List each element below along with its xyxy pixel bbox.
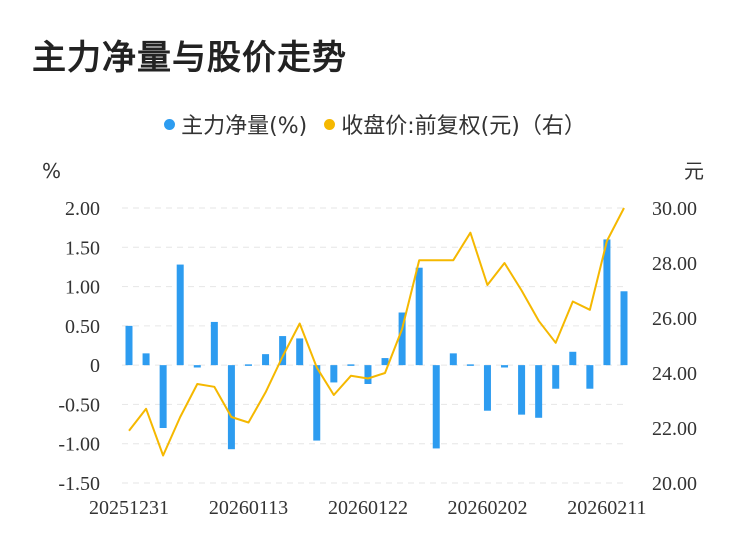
x-tick-label: 20260211 — [567, 497, 646, 519]
left-tick-label: 1.50 — [65, 237, 100, 259]
net-flow-bar — [313, 365, 321, 441]
net-flow-bar — [483, 365, 491, 411]
net-flow-bar — [466, 364, 474, 366]
net-flow-bar — [296, 338, 304, 366]
net-flow-bar — [364, 365, 372, 384]
legend-label-close-price: 收盘价:前复权(元)（右） — [341, 114, 586, 139]
net-flow-bar — [449, 353, 457, 366]
right-axis-unit: 元 — [684, 159, 704, 183]
net-flow-bar — [381, 358, 389, 366]
left-tick-label: 0.50 — [65, 316, 100, 338]
net-flow-bar — [125, 325, 133, 366]
axis-labels: 2.00 1.50 1.00 0.50 0 -0.50 -1.00 -1.50 30.00 28.… — [42, 159, 704, 519]
x-tick-label: 20260113 — [209, 497, 288, 519]
net-flow-bar — [518, 365, 526, 415]
net-flow-bar — [398, 312, 406, 366]
legend-item-close-price[interactable]: 收盘价:前复权(元)（右） — [324, 108, 586, 140]
net-flow-bar — [552, 365, 560, 389]
net-flow-bar — [347, 364, 355, 366]
left-tick-label: 0 — [90, 355, 100, 377]
net-flow-bar — [569, 351, 577, 366]
left-axis-unit: % — [42, 159, 61, 183]
left-tick-label: 2.00 — [65, 198, 100, 220]
net-flow-bar — [193, 365, 201, 368]
net-flow-bar — [244, 364, 252, 366]
left-tick-label: -1.50 — [58, 473, 100, 495]
right-tick-label: 24.00 — [652, 363, 697, 385]
net-flow-bar — [603, 239, 611, 366]
net-flow-bar — [620, 291, 628, 366]
bar-series — [125, 239, 628, 450]
legend-dot-blue — [164, 118, 176, 130]
grid-lines — [122, 207, 628, 484]
net-flow-bar — [176, 264, 184, 366]
net-flow-bar — [279, 336, 287, 366]
left-tick-label: 1.00 — [65, 277, 100, 299]
net-flow-bar — [227, 365, 235, 450]
net-flow-bar — [210, 321, 218, 366]
chart-legend: 主力净量(%) 收盘价:前复权(元)（右） — [0, 108, 750, 140]
right-tick-label: 28.00 — [652, 253, 697, 275]
net-flow-bar — [330, 365, 338, 383]
legend-item-net-flow[interactable]: 主力净量(%) — [164, 108, 307, 140]
x-tick-label: 20260202 — [447, 497, 527, 519]
net-flow-bar — [432, 365, 440, 449]
chart-title: 主力净量与股价走势 — [32, 38, 347, 78]
left-tick-label: -0.50 — [58, 394, 100, 416]
net-flow-bar — [586, 365, 594, 389]
right-tick-label: 22.00 — [652, 418, 697, 440]
net-flow-bar — [262, 354, 270, 366]
net-flow-bar — [415, 267, 423, 366]
net-flow-bar — [142, 353, 150, 366]
net-flow-bar — [501, 365, 509, 368]
line-series — [128, 207, 625, 457]
close-price-line — [128, 207, 625, 457]
net-flow-bar — [535, 365, 543, 418]
right-tick-label: 20.00 — [652, 473, 697, 495]
x-tick-label: 20251231 — [89, 497, 169, 519]
x-tick-label: 20260122 — [328, 497, 408, 519]
net-flow-bar — [159, 365, 167, 428]
left-tick-label: -1.00 — [58, 434, 100, 456]
legend-dot-yellow — [324, 118, 336, 130]
right-tick-label: 26.00 — [652, 308, 697, 330]
legend-label-net-flow: 主力净量(%) — [181, 114, 308, 139]
right-tick-label: 30.00 — [652, 198, 697, 220]
